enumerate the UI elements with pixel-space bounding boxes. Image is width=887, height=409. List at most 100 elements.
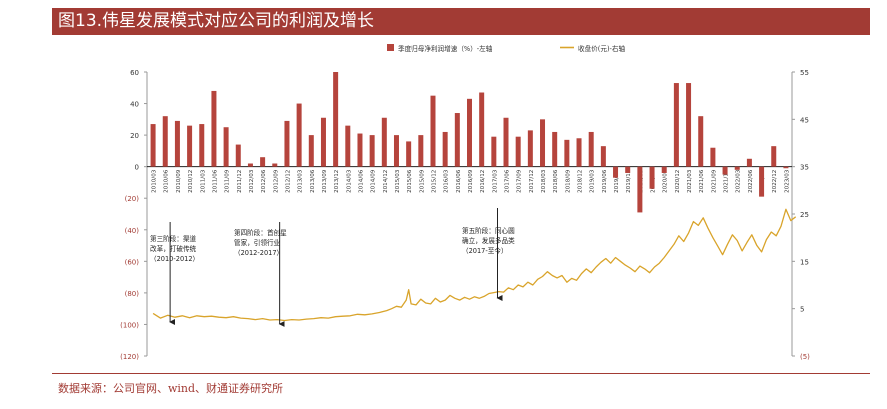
- category-tick-label: 2018/09: [565, 169, 571, 193]
- category-tick-label: 2022/03: [736, 169, 742, 193]
- profit-growth-bar: [272, 163, 278, 167]
- price-line-layer: [152, 208, 797, 322]
- right-tick-label: 55: [800, 69, 809, 77]
- stage-annotation-text: 第三阶段：渠道: [150, 234, 197, 243]
- profit-growth-bar: [673, 83, 679, 167]
- category-tick-label: 2012/12: [285, 170, 291, 193]
- profit-growth-bar: [296, 103, 302, 167]
- closing-price-line: [152, 208, 797, 322]
- left-tick-label: (40): [125, 227, 140, 235]
- profit-growth-bar: [199, 124, 205, 167]
- profit-growth-bar: [783, 166, 789, 169]
- category-tick-label: 2016/03: [444, 169, 450, 193]
- category-tick-label: 2020/09: [663, 169, 669, 193]
- profit-growth-bar: [467, 98, 472, 167]
- left-tick-label: 60: [130, 69, 139, 77]
- figure-title: 图13.伟星发展模式对应公司的利润及增长: [52, 8, 870, 35]
- category-tick-label: 2015/12: [431, 170, 437, 193]
- left-tick-label: (120): [120, 353, 139, 361]
- legend-bar-label: 季度归母净利润增速（%）-左轴: [398, 44, 493, 53]
- profit-growth-bar: [284, 120, 290, 167]
- axes-layer: 60 40 20 0 (20) (40) (60) (80) (100) (120) 55 45 35 2…: [120, 69, 810, 361]
- category-tick-label: 2013/03: [298, 169, 304, 193]
- category-tick-label: 2015/03: [395, 169, 401, 193]
- profit-growth-bar: [260, 157, 266, 167]
- source-divider: [52, 373, 870, 374]
- profit-growth-bar: [734, 166, 740, 170]
- profit-growth-bar: [345, 125, 351, 167]
- profit-growth-bar: [613, 166, 619, 178]
- category-tick-label: 2010/03: [152, 169, 158, 193]
- category-tick-label: 2012/06: [261, 169, 267, 193]
- profit-growth-bar: [588, 131, 594, 167]
- category-tick-label: 2010/09: [176, 169, 182, 193]
- left-tick-label: (80): [125, 290, 140, 298]
- stage-annotation-text: （2010-2012）: [150, 255, 199, 263]
- profit-growth-bar: [686, 83, 692, 167]
- category-tick-label: 2011/03: [200, 169, 206, 193]
- category-tick-label: 2021/12: [724, 170, 730, 193]
- category-tick-label: 2016/12: [480, 170, 486, 193]
- category-tick-label: 2018/03: [541, 169, 547, 193]
- profit-growth-bar: [576, 138, 582, 167]
- category-tick-label: 2013/06: [310, 169, 316, 193]
- category-tick-label: 2014/09: [371, 169, 377, 193]
- category-tick-label: 2019/06: [602, 169, 608, 193]
- left-tick-label: (100): [120, 321, 139, 329]
- bars-layer: [150, 72, 789, 213]
- category-tick-label: 2018/12: [578, 170, 584, 193]
- stage-annotation-text: 第四阶段：首创星: [234, 228, 287, 237]
- stage-annotation-text: 确立，发展多品类: [462, 236, 515, 245]
- profit-growth-bar: [381, 117, 387, 167]
- profit-growth-bar: [333, 72, 339, 167]
- stage-annotation-text: 管家，引领行业: [234, 238, 281, 247]
- profit-growth-bar: [235, 144, 241, 167]
- profit-growth-bar: [759, 166, 765, 197]
- category-tick-label: 2021/06: [699, 169, 705, 193]
- left-tick-label: 20: [130, 132, 139, 140]
- profit-growth-bar: [357, 133, 363, 167]
- left-tick-label: (60): [125, 258, 140, 266]
- profit-growth-bar: [223, 127, 229, 167]
- stage-annotation-text: （2012-2017）: [234, 249, 283, 257]
- stage-annotation-text: 改革，打破传统: [150, 244, 197, 253]
- category-tick-label: 2020/12: [675, 170, 681, 193]
- category-tick-label: 2017/09: [517, 169, 523, 193]
- category-tick-label: 2017/12: [529, 170, 535, 193]
- category-tick-label: 2012/03: [249, 169, 255, 193]
- right-tick-label: (5): [800, 353, 810, 361]
- profit-growth-bar: [174, 120, 180, 167]
- profit-growth-bar: [527, 130, 533, 167]
- stage-annotation-text: 第五阶段：同心圆: [462, 226, 515, 235]
- profit-growth-bar: [552, 131, 558, 167]
- profit-growth-bar: [625, 166, 631, 173]
- profit-growth-bar: [649, 166, 655, 189]
- category-tick-label: 2013/12: [334, 170, 340, 193]
- profit-growth-bar: [600, 146, 606, 167]
- profit-growth-bar: [308, 135, 314, 167]
- profit-growth-bar: [393, 135, 399, 167]
- profit-growth-bar: [406, 141, 412, 167]
- category-tick-label: 2022/06: [748, 169, 754, 193]
- category-tick-label: 2010/12: [188, 170, 194, 193]
- right-tick-label: 25: [800, 211, 809, 219]
- profit-growth-bar: [661, 166, 667, 173]
- right-tick-label: 45: [800, 116, 809, 124]
- profit-growth-bar: [162, 116, 168, 167]
- legend: 季度归母净利润增速（%）-左轴 收盘价(元)-右轴: [387, 44, 625, 53]
- profit-growth-bar: [418, 135, 424, 167]
- profit-growth-bar: [247, 163, 253, 167]
- right-tick-label: 35: [800, 164, 809, 172]
- legend-line-label: 收盘价(元)-右轴: [578, 44, 625, 53]
- category-tick-label: 2016/06: [456, 169, 462, 193]
- profit-growth-bar: [430, 95, 436, 167]
- profit-growth-bar: [698, 116, 704, 167]
- profit-growth-bar: [710, 147, 716, 167]
- profit-growth-bar: [320, 117, 326, 167]
- category-tick-label: 2014/06: [358, 169, 364, 193]
- category-tick-label: 2010/06: [164, 169, 170, 193]
- profit-growth-bar: [540, 119, 546, 167]
- legend-bar-swatch: [387, 44, 394, 51]
- category-tick-label: 2019/03: [590, 169, 596, 193]
